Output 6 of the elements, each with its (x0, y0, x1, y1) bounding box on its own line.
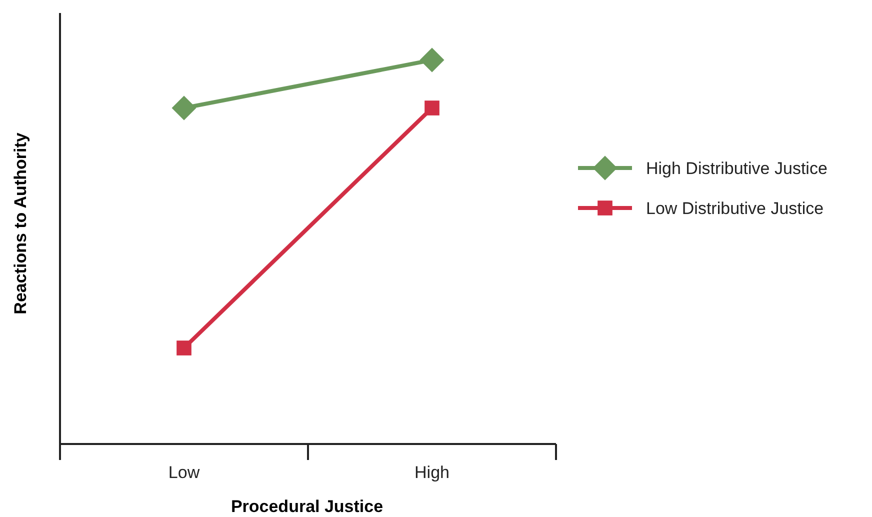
y-axis-title: Reactions to Authority (11, 132, 30, 314)
x-axis-title: Procedural Justice (230, 497, 384, 516)
legend-label: Low Distributive Justice (646, 199, 824, 218)
legend-label: High Distributive Justice (646, 159, 828, 178)
x-tick-label: Low (168, 463, 200, 482)
x-tick-label: High (414, 463, 450, 482)
